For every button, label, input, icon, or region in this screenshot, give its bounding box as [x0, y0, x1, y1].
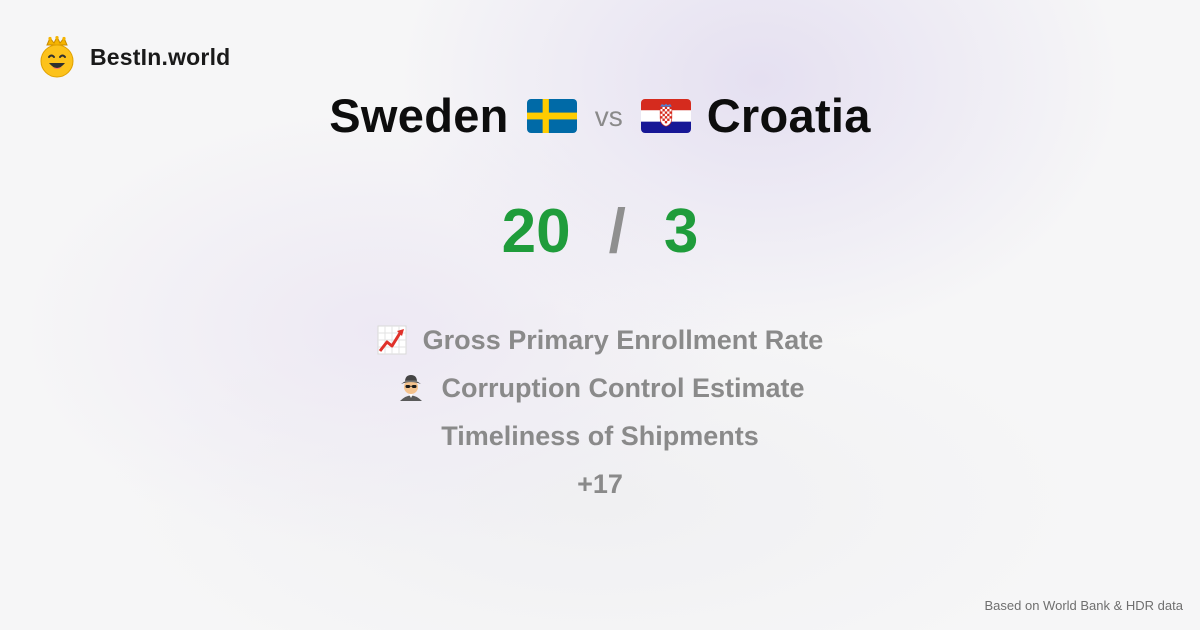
comparison-title: Sweden vs	[0, 88, 1200, 143]
score-separator: /	[608, 197, 626, 266]
metric-label: Corruption Control Estimate	[441, 372, 805, 403]
right-country-name[interactable]: Croatia	[706, 89, 871, 142]
detective-icon	[396, 373, 426, 403]
brand[interactable]: BestIn.world	[38, 36, 230, 78]
left-country-name[interactable]: Sweden	[329, 89, 509, 142]
right-score: 3	[663, 197, 699, 266]
crowned-smiley-icon	[40, 36, 74, 78]
more-metrics-count[interactable]: +17	[577, 468, 623, 499]
sweden-flag-icon	[526, 98, 577, 133]
croatia-flag-icon	[640, 98, 691, 133]
metric-label: Timeliness of Shipments	[441, 420, 759, 451]
vs-label: vs	[594, 100, 623, 132]
data-source-note: Based on World Bank & HDR data	[984, 598, 1183, 613]
brand-name: BestIn.world	[90, 43, 231, 70]
chart-increasing-icon	[377, 325, 407, 355]
metric-item[interactable]: Gross Primary Enrollment Rate	[377, 316, 824, 364]
metric-label: Gross Primary Enrollment Rate	[422, 324, 824, 355]
metric-item[interactable]: Timeliness of Shipments	[441, 412, 759, 460]
left-score: 20	[501, 197, 571, 266]
metric-item[interactable]: Corruption Control Estimate	[396, 364, 805, 412]
metrics-list: Gross Primary Enrollment Rate Corruption…	[0, 316, 1200, 508]
score: 20 / 3	[0, 196, 1200, 267]
